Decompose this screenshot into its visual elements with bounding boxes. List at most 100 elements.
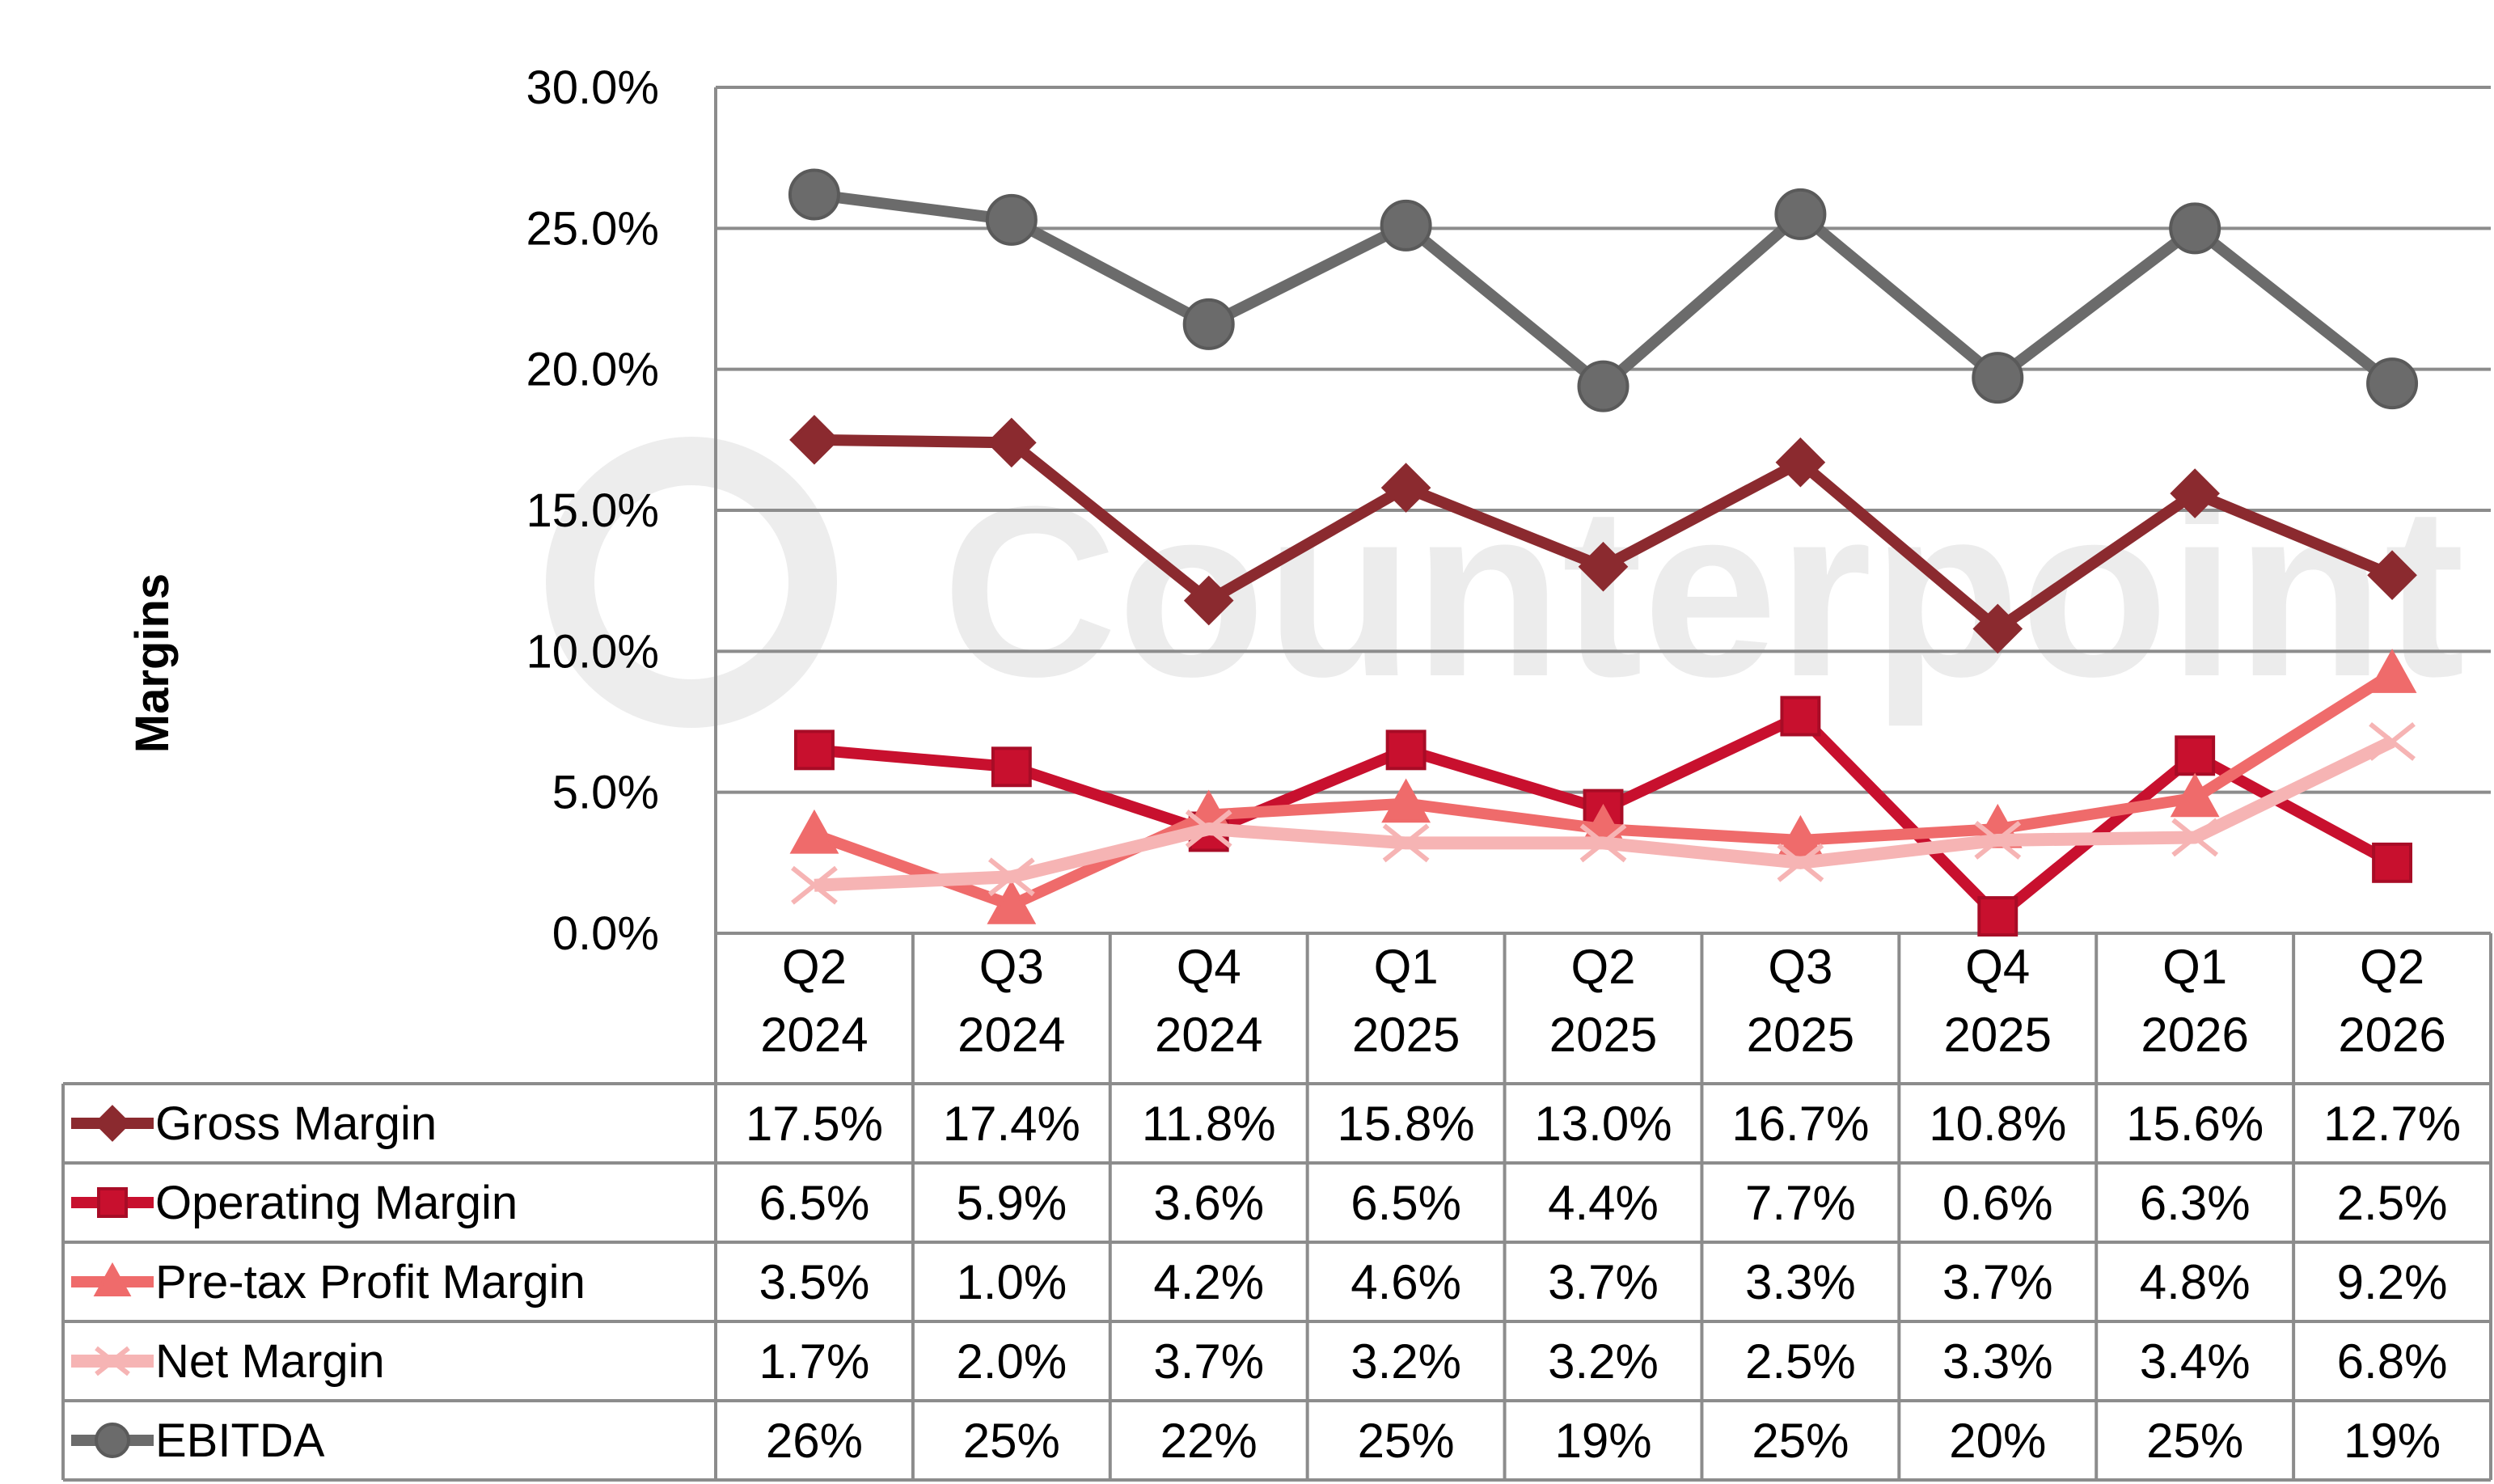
data-label: 4.2% <box>1153 1255 1264 1309</box>
marker-diamond <box>94 1105 131 1142</box>
marker-square <box>1385 729 1427 771</box>
data-label: 9.2% <box>2337 1255 2448 1309</box>
marker-circle <box>1182 298 1235 350</box>
data-label: 25% <box>1752 1414 1849 1468</box>
data-label: 12.7% <box>2323 1097 2461 1151</box>
data-label: 2.0% <box>956 1334 1067 1389</box>
marker-x <box>1185 810 1232 848</box>
y-tick-label: 0.0% <box>552 907 659 960</box>
data-label: 3.5% <box>759 1255 870 1309</box>
x-category-label: 2025 <box>1352 1008 1460 1062</box>
x-category-label: 2024 <box>760 1008 868 1062</box>
data-label: 19% <box>2344 1414 2441 1468</box>
data-label: 3.6% <box>1153 1176 1264 1230</box>
marker-square <box>991 746 1032 788</box>
marker-diamond <box>1775 437 1826 488</box>
marker-diamond <box>987 417 1037 468</box>
marker-x-stroke <box>987 857 1035 897</box>
axes: 0.0% 5.0% 10.0% 15.0% 20.0% 25.0% 30.0% <box>526 61 659 960</box>
data-label: 3.4% <box>2140 1334 2251 1389</box>
data-label: 5.9% <box>956 1176 1067 1230</box>
x-category-label: 2026 <box>2338 1008 2445 1062</box>
marker-diamond <box>2367 550 2417 601</box>
y-tick-label: 5.0% <box>552 767 659 819</box>
marker-x <box>2171 818 2219 857</box>
marker-diamond <box>1578 541 1629 592</box>
marker-x <box>1579 823 1627 863</box>
y-axis-title: Margins <box>126 573 179 753</box>
y-tick-label: 30.0% <box>526 61 659 114</box>
y-tick-label: 20.0% <box>526 344 659 396</box>
x-category-label: 2025 <box>1944 1008 2052 1062</box>
data-label: 3.7% <box>1548 1255 1659 1309</box>
marker-diamond <box>1380 463 1431 513</box>
marker-diamond <box>1972 603 2023 654</box>
data-label: 3.3% <box>1745 1255 1856 1309</box>
data-label: 3.7% <box>1942 1255 2053 1309</box>
x-category-label: 2026 <box>2141 1008 2248 1062</box>
data-label: 15.8% <box>1338 1097 1475 1151</box>
marker-x <box>1974 820 2022 860</box>
x-category-label: 2024 <box>957 1008 1065 1062</box>
marker-circle <box>2169 202 2221 255</box>
data-label: 11.8% <box>1142 1097 1276 1151</box>
marker-circle <box>1577 360 1630 412</box>
marker-x-stroke <box>2369 721 2416 761</box>
marker-x-stroke <box>1185 810 1232 848</box>
data-label: 25% <box>1358 1414 1455 1468</box>
legend-label: EBITDA <box>155 1414 325 1467</box>
marker-x-stroke <box>1974 820 2022 860</box>
data-label: 6.5% <box>759 1176 870 1230</box>
data-label: 2.5% <box>2337 1176 2448 1230</box>
marker-x <box>95 1346 130 1376</box>
marker-triangle <box>2367 649 2417 693</box>
marker-triangle <box>1381 778 1431 823</box>
x-category-label: Q2 <box>782 940 847 994</box>
data-label: 25% <box>2146 1414 2243 1468</box>
data-label: 10.8% <box>1929 1097 2066 1151</box>
marker-circle <box>1774 188 1827 240</box>
x-category-label: Q1 <box>1374 940 1439 994</box>
marker-x-stroke <box>2171 818 2219 857</box>
y-tick-label: 10.0% <box>526 625 659 678</box>
data-label: 4.6% <box>1351 1255 1461 1309</box>
marker-x-stroke <box>1382 823 1430 863</box>
x-category-label: Q2 <box>2360 940 2424 994</box>
marker-square <box>2175 735 2216 776</box>
marker-x-stroke <box>95 1346 130 1376</box>
data-label: 6.5% <box>1351 1176 1461 1230</box>
marker-x <box>1777 843 1824 882</box>
marker-x-stroke <box>791 865 838 905</box>
x-category-label: Q3 <box>979 940 1044 994</box>
data-label: 13.0% <box>1534 1097 1672 1151</box>
data-label: 26% <box>766 1414 863 1468</box>
data-label: 7.7% <box>1745 1176 1856 1230</box>
data-label: 16.7% <box>1731 1097 1869 1151</box>
marker-triangle <box>2170 772 2220 818</box>
marker-diamond <box>1183 575 1234 626</box>
marker-circle <box>2366 357 2419 410</box>
x-category-label: Q2 <box>1570 940 1635 994</box>
marker-circle <box>1972 352 2024 404</box>
marker-triangle <box>93 1262 132 1296</box>
data-label: 4.4% <box>1548 1176 1659 1230</box>
data-label: 6.3% <box>2140 1176 2251 1230</box>
data-label: 17.4% <box>943 1097 1080 1151</box>
data-label: 1.0% <box>956 1255 1067 1309</box>
marker-x <box>1382 823 1430 863</box>
data-label: 3.3% <box>1942 1334 2053 1389</box>
watermark-logo-icon <box>546 437 837 728</box>
y-tick-label: 15.0% <box>526 484 659 537</box>
legend-label: Pre-tax Profit Margin <box>155 1256 585 1309</box>
data-label: 0.6% <box>1942 1176 2053 1230</box>
data-label: 3.2% <box>1351 1334 1461 1389</box>
data-label: 25% <box>963 1414 1060 1468</box>
marker-circle <box>985 193 1038 246</box>
data-table: Q2 2024 Q3 2024 Q4 2024 Q1 2025 Q2 2025 Q3 2025 Q4 20… <box>61 933 2492 1482</box>
marker-x <box>2369 721 2416 761</box>
data-label: 6.8% <box>2337 1334 2448 1389</box>
marker-circle <box>788 168 840 221</box>
marker-square <box>97 1187 128 1218</box>
marker-diamond <box>789 415 839 465</box>
